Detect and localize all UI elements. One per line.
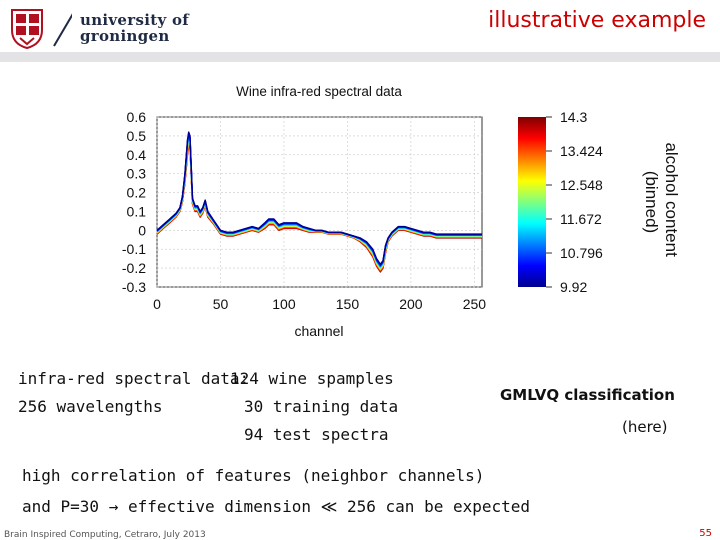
header: [0, 0, 720, 52]
x-tick-label-0: 0: [153, 296, 161, 312]
colorbar-label-line2: (binned): [642, 171, 661, 233]
y-tick-label-5: 0.2: [127, 185, 147, 201]
sample-count: 124 wine spamples: [230, 369, 394, 388]
y-tick-label-1: -0.2: [122, 260, 146, 276]
training-count: 30 training data: [244, 397, 399, 416]
y-tick-label-4: 0.1: [127, 203, 147, 219]
x-tick-label-4: 200: [399, 296, 423, 312]
slide-title: illustrative example: [488, 8, 706, 33]
plot-area: [156, 116, 483, 288]
here-note: (here): [622, 418, 668, 436]
university-name-line1: university of: [80, 11, 190, 29]
footer-venue: Brain Inspired Computing, Cetraro, July …: [4, 530, 206, 540]
chart-title: Wine infra-red spectral data: [236, 84, 402, 99]
colorbar-tick-label-4: 10.796: [560, 245, 603, 261]
y-tick-label-8: 0.5: [127, 128, 147, 144]
university-crest-icon: [11, 9, 72, 50]
wavelength-count: 256 wavelengths: [18, 397, 163, 416]
x-tick-label-5: 250: [463, 296, 487, 312]
colorbar-tick-label-1: 13.424: [560, 143, 603, 159]
colorbar-label-line1: alcohol content: [662, 142, 681, 257]
spectral-data-label: infra-red spectral data:: [18, 369, 250, 388]
gmlvq-heading: GMLVQ classification: [500, 386, 675, 404]
y-tick-label-2: -0.1: [122, 241, 146, 257]
colorbar-tick-label-0: 14.3: [560, 109, 587, 125]
y-tick-label-7: 0.4: [127, 147, 147, 163]
spectrum-line-13: [156, 131, 482, 265]
page-number: 55: [699, 528, 712, 539]
colorbar-label: alcohol content (binned): [642, 142, 681, 261]
header-divider: [0, 52, 720, 62]
colorbar-tick-label-2: 12.548: [560, 177, 603, 193]
dimension-note: and P=30 → effective dimension ≪ 256 can…: [22, 497, 531, 516]
colorbar-tick-label-3: 11.672: [560, 211, 602, 227]
x-tick-label-2: 100: [272, 296, 296, 312]
test-count: 94 test spectra: [244, 425, 389, 444]
x-tick-label-1: 50: [213, 296, 229, 312]
colorbar: [518, 117, 546, 287]
y-tick-label-3: 0: [138, 222, 146, 238]
y-tick-label-0: -0.3: [122, 279, 146, 295]
colorbar-tick-label-5: 9.92: [560, 279, 587, 295]
x-axis-label: channel: [294, 323, 343, 339]
y-tick-label-9: 0.6: [127, 109, 147, 125]
x-tick-label-3: 150: [336, 296, 360, 312]
university-name-line2: groningen: [80, 27, 170, 45]
correlation-note: high correlation of features (neighbor c…: [22, 466, 485, 485]
y-tick-label-6: 0.3: [127, 166, 147, 182]
